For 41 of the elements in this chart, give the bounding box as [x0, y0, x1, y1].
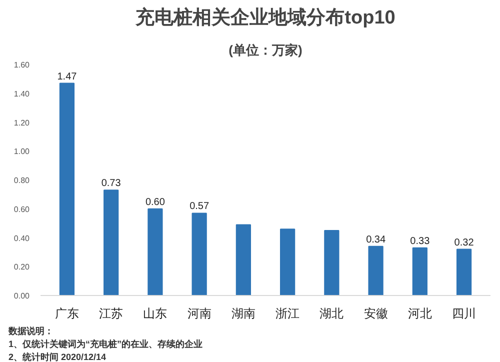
y-tick-label: 1.20	[14, 118, 30, 128]
text: 1、仅统计关键词为“充电桩”的在业、存续的企业	[8, 339, 203, 349]
data-label: 0.33	[410, 236, 430, 247]
data-label: 0.60	[145, 196, 166, 208]
x-tick-label: 江苏	[99, 306, 124, 320]
y-tick-label: 0.00	[14, 292, 30, 300]
x-tick-label: 安徽	[364, 306, 388, 320]
data-label: 0.34	[366, 234, 386, 246]
bar	[324, 230, 340, 296]
y-tick-label: 0.20	[14, 262, 30, 272]
y-tick-label: 1.60	[14, 60, 30, 70]
x-tick-label: 广东	[54, 306, 79, 320]
x-tick-label: 湖北	[320, 306, 344, 320]
x-tick-label: 河北	[408, 306, 432, 320]
chart-subtitle: (单位：万家)	[228, 42, 302, 58]
y-tick-label: 1.00	[14, 147, 30, 156]
bar	[192, 212, 207, 296]
bar	[412, 247, 428, 296]
data-label: 1.47	[57, 71, 78, 82]
data-label: 0.32	[454, 237, 474, 248]
bar	[368, 246, 384, 296]
x-tick-label: 湖南	[231, 306, 256, 320]
bar	[59, 82, 75, 296]
data-label: 0.57	[190, 201, 210, 212]
text: 数据说明：	[8, 326, 54, 336]
y-tick-label: 0.80	[14, 176, 30, 185]
y-tick-label: 0.60	[14, 204, 30, 214]
y-tick-label: 1.40	[14, 89, 30, 98]
bar	[456, 248, 472, 296]
data-label: 0.73	[101, 178, 122, 190]
x-tick-label: 河南	[187, 306, 212, 320]
chart-title: 充电桩相关企业地域分布top10	[134, 6, 396, 28]
bar	[280, 228, 296, 296]
bar	[236, 224, 251, 296]
bar	[104, 190, 119, 296]
x-tick-label: 浙江	[276, 306, 300, 320]
x-tick-label: 四川	[452, 306, 476, 320]
x-tick-label: 山东	[143, 306, 168, 320]
text: 2、统计时间 2020/12/14	[8, 352, 106, 362]
bar	[148, 208, 163, 296]
y-tick-label: 0.40	[14, 234, 30, 243]
